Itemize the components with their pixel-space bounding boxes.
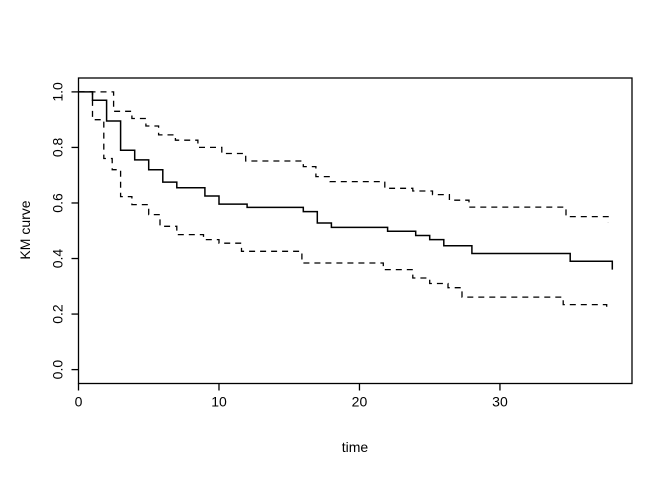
y-tick-label: 1.0 bbox=[50, 82, 66, 102]
y-tick-label: 0.2 bbox=[50, 304, 66, 324]
x-tick-label: 0 bbox=[75, 394, 83, 410]
x-tick-label: 30 bbox=[492, 394, 508, 410]
x-tick-label: 20 bbox=[352, 394, 368, 410]
y-tick-label: 0.6 bbox=[50, 193, 66, 213]
km-curve-line bbox=[78, 91, 614, 270]
lower-ci-line bbox=[78, 91, 608, 312]
x-tick-label: 10 bbox=[211, 394, 227, 410]
y-axis-title: KM curve bbox=[17, 200, 33, 260]
x-axis-title: time bbox=[341, 439, 369, 455]
y-tick-label: 0.8 bbox=[50, 137, 66, 157]
upper-ci-line bbox=[78, 91, 609, 223]
plot-border bbox=[77, 77, 633, 385]
y-tick-label: 0.0 bbox=[50, 360, 66, 380]
y-tick-label: 0.4 bbox=[50, 249, 66, 269]
